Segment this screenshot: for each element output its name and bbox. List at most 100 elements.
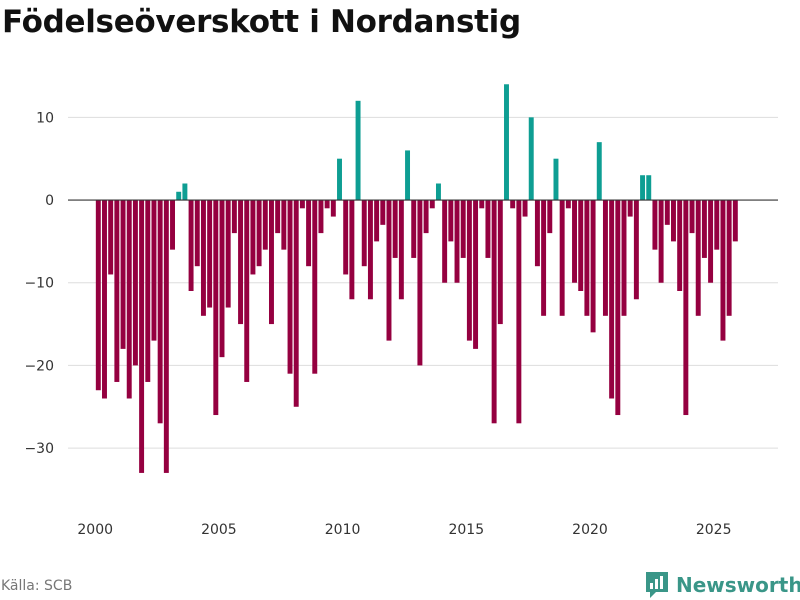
bar [337, 158, 342, 201]
bar [182, 183, 188, 201]
gridlines [68, 116, 778, 449]
bar [534, 200, 540, 267]
bar [695, 200, 701, 316]
bar [683, 200, 689, 416]
bar [528, 117, 534, 201]
y-tick-label: −10 [24, 276, 54, 292]
y-tick-label: −20 [24, 358, 54, 374]
bar [299, 200, 305, 209]
bar [726, 200, 732, 316]
bar [256, 200, 262, 267]
x-tick-label: 2020 [572, 522, 608, 538]
bar [677, 200, 683, 291]
bar [145, 200, 151, 382]
bar [361, 200, 367, 267]
bar [219, 200, 225, 358]
bar [108, 200, 114, 275]
bar [95, 200, 101, 391]
bar [473, 200, 479, 349]
bar [170, 200, 175, 250]
bar [386, 200, 392, 341]
bar [157, 200, 163, 424]
bar [658, 200, 664, 283]
bar [559, 200, 565, 316]
bars [95, 84, 738, 473]
bar [231, 200, 237, 234]
bar [522, 200, 528, 217]
bar [398, 200, 404, 300]
bar [615, 200, 621, 416]
newsworthy-logo[interactable]: Newsworthy [644, 570, 800, 600]
bar [652, 200, 658, 250]
bar [497, 200, 503, 325]
bar [355, 100, 361, 201]
bar [541, 200, 547, 316]
bar [609, 200, 615, 399]
bar [435, 183, 441, 201]
brand-label: Newsworthy [676, 573, 800, 597]
bar [596, 142, 602, 201]
bar [114, 200, 120, 382]
chart-title: Födelseöverskott i Nordanstig [2, 4, 521, 40]
bar [281, 200, 287, 250]
bar [132, 200, 138, 366]
x-tick-label: 2025 [696, 522, 732, 538]
bar [238, 200, 244, 325]
bar [442, 200, 448, 283]
bar [510, 200, 516, 209]
bar [423, 200, 429, 234]
bar [504, 84, 509, 201]
bar [343, 200, 349, 275]
bar [392, 200, 398, 258]
bar [466, 200, 472, 341]
bar [491, 200, 497, 424]
bar [714, 200, 720, 250]
bar [553, 158, 559, 201]
bar [244, 200, 250, 382]
bar [250, 200, 256, 275]
y-tick-label: −30 [24, 441, 54, 457]
x-axis-ticks: 2000 2005 2010 2015 2020 2025 [77, 522, 731, 538]
y-tick-label: 10 [36, 110, 54, 126]
bar [349, 200, 355, 300]
bar [454, 200, 460, 283]
bar [151, 200, 157, 341]
y-axis-ticks: 10 0 −10 −20 −30 [24, 110, 54, 457]
bar [374, 200, 380, 242]
bar [640, 175, 646, 201]
bar [126, 200, 132, 399]
bar [120, 200, 126, 349]
bar [194, 200, 200, 267]
x-tick-label: 2015 [448, 522, 484, 538]
bar [633, 200, 639, 300]
bar [163, 200, 169, 473]
bar [367, 200, 373, 300]
bar [572, 200, 577, 283]
bar [516, 200, 522, 424]
bar [293, 200, 299, 407]
bar [213, 200, 219, 416]
x-tick-label: 2005 [201, 522, 237, 538]
bar [701, 200, 707, 258]
x-tick-label: 2000 [77, 522, 113, 538]
bar [262, 200, 268, 250]
bar [380, 200, 386, 225]
bar [176, 191, 182, 201]
bar [646, 175, 652, 201]
newsworthy-icon [646, 572, 668, 598]
bar [664, 200, 670, 225]
bar [627, 200, 633, 217]
bar [207, 200, 213, 308]
bar [602, 200, 608, 316]
bar [405, 150, 411, 201]
bar [287, 200, 293, 374]
bar [275, 200, 281, 234]
bar [547, 200, 553, 234]
bar [448, 200, 454, 242]
bar [671, 200, 676, 242]
bar [324, 200, 330, 209]
bar [225, 200, 231, 308]
x-tick-label: 2010 [325, 522, 361, 538]
bar [565, 200, 571, 209]
